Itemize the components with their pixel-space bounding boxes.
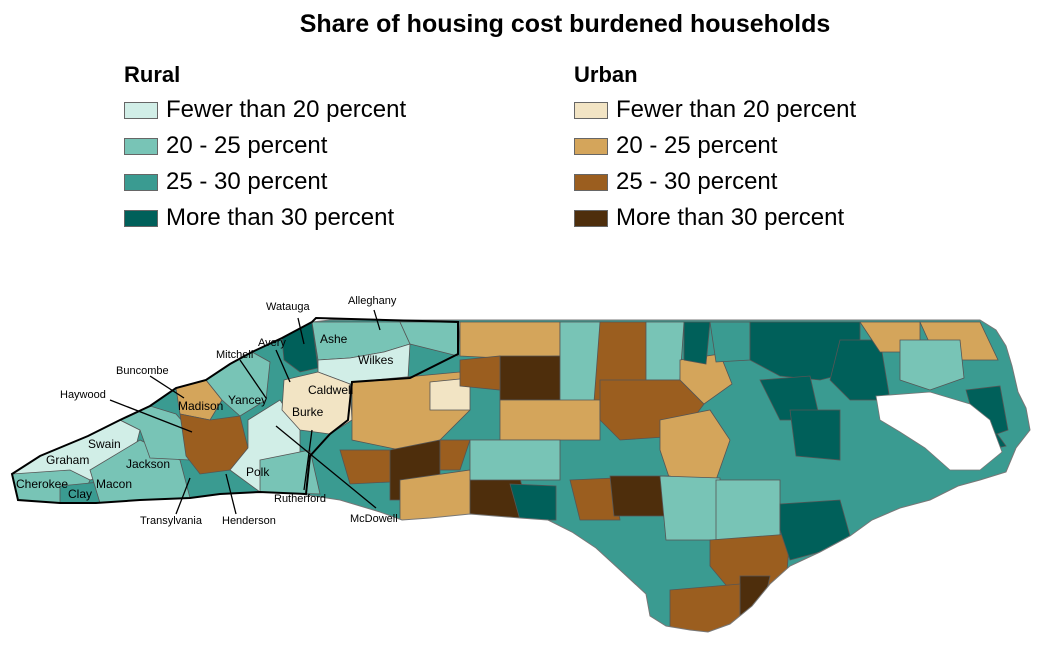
arrow-buncombe xyxy=(149,375,185,399)
legend-label: More than 30 percent xyxy=(166,204,395,231)
callout-transylvania: Transylvania xyxy=(140,515,203,527)
callout-alleghany: Alleghany xyxy=(348,295,397,307)
county-piedmont-8 xyxy=(459,355,501,391)
arrow-transylvania xyxy=(175,477,191,515)
county-label-polk: Polk xyxy=(246,465,270,479)
arrow-rutherford xyxy=(303,429,313,491)
legend-urban-title: Urban xyxy=(574,62,638,87)
legend-urban-item-1: Fewer than 20 percent xyxy=(574,92,856,128)
callout-henderson: Henderson xyxy=(222,515,276,527)
legend-swatch xyxy=(124,173,158,191)
appalachian-region-outline xyxy=(10,316,459,504)
county-ne-7 xyxy=(899,339,965,391)
county-piedmont-2 xyxy=(499,355,561,401)
legend-label: 20 - 25 percent xyxy=(166,132,328,159)
arrow-alleghany xyxy=(373,309,381,331)
county-piedmont-18 xyxy=(509,483,557,521)
arrow-mcdowell xyxy=(275,425,377,509)
county-burke-caldwell xyxy=(281,371,353,435)
county-label-ashe: Ashe xyxy=(320,332,348,346)
map-title: Share of housing cost burdened household… xyxy=(299,10,831,38)
county-label-graham: Graham xyxy=(46,453,89,467)
callout-buncombe: Buncombe xyxy=(116,365,169,377)
legend-urban-item-2: 20 - 25 percent xyxy=(574,128,856,164)
county-ne-9 xyxy=(789,409,841,461)
county-label-burke: Burke xyxy=(292,405,324,419)
county-label-yancey: Yancey xyxy=(228,393,267,407)
legend-label: More than 30 percent xyxy=(616,204,845,231)
county-piedmont-11 xyxy=(679,353,733,405)
legend-swatch xyxy=(124,101,158,119)
pamlico-sound xyxy=(875,391,1003,471)
arrow-watauga xyxy=(297,317,305,345)
county-piedmont-22 xyxy=(659,475,721,541)
arrow-mitchell xyxy=(239,359,267,399)
callout-rutherford: Rutherford xyxy=(274,493,326,505)
county-label-caldwell: Caldwell xyxy=(308,383,353,397)
county-label-cherokee: Cherokee xyxy=(16,477,68,491)
county-piedmont-19 xyxy=(469,439,561,481)
legend-label: 20 - 25 percent xyxy=(616,132,778,159)
legend-rural-item-2: 20 - 25 percent xyxy=(124,128,406,164)
arrow-haywood xyxy=(109,399,193,433)
callout-haywood: Haywood xyxy=(60,389,106,401)
county-piedmont-20 xyxy=(569,477,621,521)
legend-swatch xyxy=(574,101,608,119)
arrow-avery xyxy=(275,349,291,383)
legend-swatch xyxy=(574,137,608,155)
county-ne-2 xyxy=(709,321,751,363)
legend-rural-item-3: 25 - 30 percent xyxy=(124,164,406,200)
county-label-wilkes: Wilkes xyxy=(358,353,393,367)
county-label-jackson: Jackson xyxy=(126,457,170,471)
arrow-henderson xyxy=(225,473,237,515)
legend-rural-item-1: Fewer than 20 percent xyxy=(124,92,406,128)
legend-urban-item-4: More than 30 percent xyxy=(574,200,856,236)
callout-mitchell: Mitchell xyxy=(216,349,253,361)
legend-label: Fewer than 20 percent xyxy=(166,96,407,123)
legend-swatch xyxy=(124,209,158,227)
legend-urban: Urban Fewer than 20 percent 20 - 25 perc… xyxy=(574,62,856,236)
legend-rural: Rural Fewer than 20 percent 20 - 25 perc… xyxy=(124,62,406,236)
callout-avery: Avery xyxy=(258,337,286,349)
county-label-swain: Swain xyxy=(88,437,121,451)
county-label-macon: Macon xyxy=(96,477,132,491)
legend-label: 25 - 30 percent xyxy=(616,168,778,195)
county-fills xyxy=(12,320,1030,632)
legend-swatch xyxy=(574,209,608,227)
county-piedmont-23 xyxy=(715,479,781,541)
county-coastal-3 xyxy=(669,583,741,632)
county-ne-1 xyxy=(683,321,711,365)
county-label-madison: Madison xyxy=(178,399,223,413)
callout-mcdowell: McDowell xyxy=(350,513,398,525)
county-piedmont-9 xyxy=(499,399,601,441)
legend-swatch xyxy=(124,137,158,155)
county-label-clay: Clay xyxy=(68,487,92,501)
legend-urban-item-3: 25 - 30 percent xyxy=(574,164,856,200)
legend-label: Fewer than 20 percent xyxy=(616,96,857,123)
county-piedmont-15 xyxy=(439,439,471,471)
county-coastal-2 xyxy=(739,575,771,621)
callout-arrows xyxy=(109,309,381,515)
legend-rural-item-4: More than 30 percent xyxy=(124,200,406,236)
callout-watauga: Watauga xyxy=(266,301,311,313)
county-piedmont-5 xyxy=(645,321,685,381)
legend-label: 25 - 30 percent xyxy=(166,168,328,195)
county-coastal-4 xyxy=(779,499,851,561)
legend-swatch xyxy=(574,173,608,191)
legend-rural-title: Rural xyxy=(124,62,181,87)
county-piedmont-1 xyxy=(459,321,561,359)
